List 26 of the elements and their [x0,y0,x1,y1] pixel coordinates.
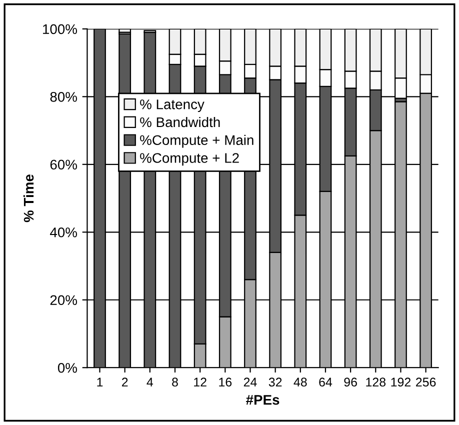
x-axis-title: #PEs [246,395,280,405]
x-tick-label: 12 [194,378,206,386]
x-tick-label: 1 [97,378,103,386]
x-tick-label: 256 [416,378,436,387]
legend-label: % Latency [140,99,204,112]
legend-label: %Compute + L2 [140,153,239,166]
y-tick-label: 60% [50,160,77,170]
x-tick-label: 4 [146,378,154,386]
legend-label: %Compute + Main [140,134,254,148]
x-tick-label: 16 [219,378,232,387]
y-axis-title: % Time [23,174,34,222]
x-tick-label: 64 [319,378,332,387]
y-tick-label: 100% [43,24,77,34]
x-tick-label: 8 [172,378,178,387]
x-tick-label: 128 [366,378,386,387]
x-tick-label: 192 [391,378,411,387]
x-tick-label: 24 [244,378,257,386]
x-tick-label: 48 [294,378,307,387]
y-tick-label: 0% [58,362,77,373]
x-tick-label: 96 [344,378,357,387]
y-tick-label: 40% [50,227,77,238]
legend-label: % Bandwidth [140,116,220,128]
y-tick-label: 20% [50,295,77,306]
y-tick-label: 80% [50,92,77,102]
x-tick-label: 32 [268,378,282,387]
x-tick-label: 2 [122,378,128,386]
